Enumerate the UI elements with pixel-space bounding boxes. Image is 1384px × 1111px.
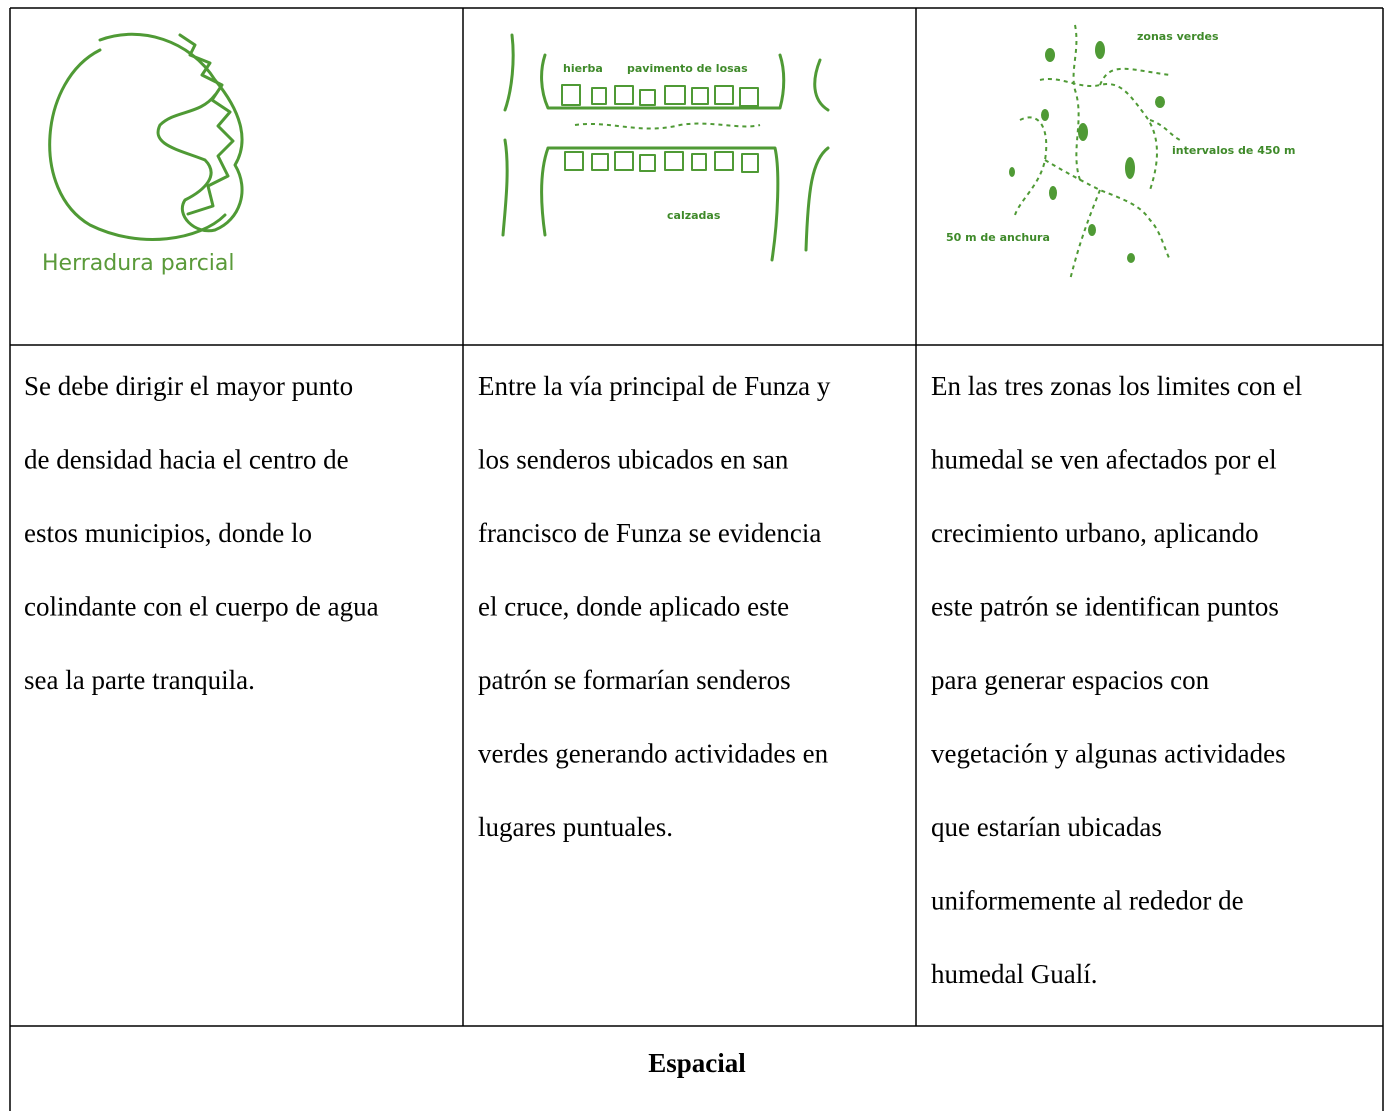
description-line: humedal se ven afectados por el (931, 445, 1277, 475)
description-line: patrón se formarían senderos (478, 665, 791, 695)
description-line: sea la parte tranquila. (24, 665, 255, 695)
description-line: crecimiento urbano, aplicando (931, 518, 1259, 548)
description-line: este patrón se identifican puntos (931, 592, 1279, 622)
green-zones-diagram: zonas verdes intervalos de 450 m 50 m de… (946, 24, 1295, 281)
description-line: En las tres zonas los limites con el (931, 371, 1302, 401)
description-line: vegetación y algunas actividades (931, 739, 1286, 769)
description-line: francisco de Funza se evidencia (478, 518, 821, 548)
description-line: uniformemente al rededor de (931, 886, 1244, 916)
description-line: humedal Gualí. (931, 959, 1097, 989)
description-line: lugares puntuales. (478, 812, 673, 842)
description-line: el cruce, donde aplicado este (478, 592, 789, 622)
diagram-label: Herradura parcial (42, 251, 235, 276)
diagram-label: intervalos de 450 m (1172, 144, 1295, 157)
diagram-label: zonas verdes (1137, 30, 1219, 43)
diagram-label: calzadas (667, 209, 721, 222)
diagram-label: 50 m de anchura (946, 231, 1050, 244)
description-line: para generar espacios con (931, 665, 1210, 695)
diagram-label: hierba (563, 62, 603, 75)
description-line: estos municipios, donde lo (24, 518, 312, 548)
description-line: colindante con el cuerpo de agua (24, 592, 379, 622)
description-line: que estarían ubicadas (931, 812, 1162, 842)
section-title: Espacial (648, 1048, 746, 1078)
description-line: Entre la vía principal de Funza y (478, 371, 831, 401)
description-line: verdes generando actividades en (478, 739, 829, 769)
description-line: Se debe dirigir el mayor punto (24, 371, 353, 401)
diagram-label: pavimento de losas (627, 62, 748, 75)
description-line: los senderos ubicados en san (478, 445, 789, 475)
paths-diagram: hierba pavimento de losas calzadas (501, 33, 830, 262)
horseshoe-diagram: Herradura parcial (42, 32, 244, 276)
description-line: de densidad hacia el centro de (24, 445, 349, 475)
table-borders (9, 7, 1384, 1111)
